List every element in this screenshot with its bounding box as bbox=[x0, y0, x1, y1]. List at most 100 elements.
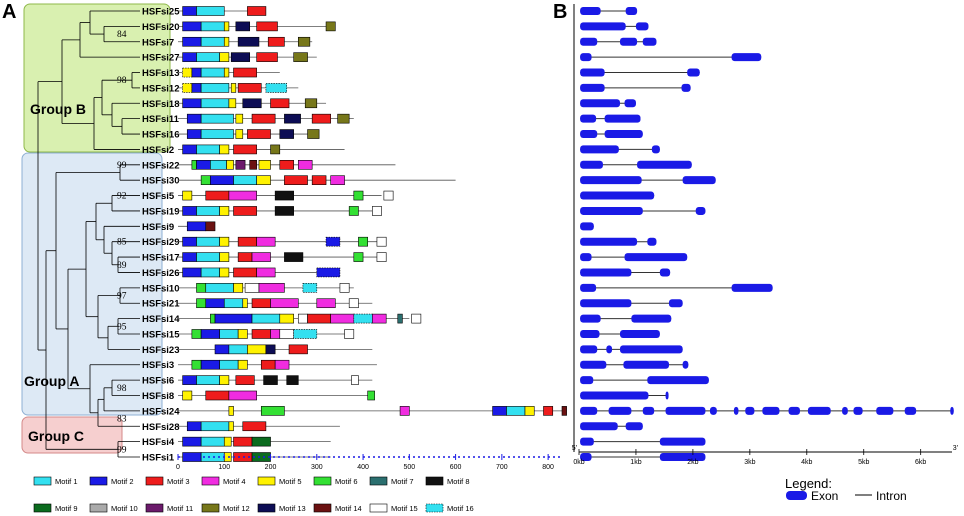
gene-label: HSFsi20 bbox=[142, 22, 180, 33]
motif-box bbox=[182, 206, 197, 216]
exon-box bbox=[580, 22, 626, 31]
exon-box bbox=[807, 406, 831, 415]
exon-box bbox=[651, 145, 660, 154]
bootstrap-value: 92 bbox=[117, 192, 127, 202]
motif-box bbox=[325, 236, 341, 247]
motif-box bbox=[274, 190, 294, 201]
motif-legend-swatch bbox=[313, 503, 332, 513]
motif-box bbox=[367, 390, 375, 401]
motif-box bbox=[182, 6, 197, 16]
exon-box bbox=[624, 253, 688, 262]
gene-label: HSFsi8 bbox=[142, 391, 174, 402]
gene-structures bbox=[573, 4, 954, 462]
exon-box bbox=[580, 191, 655, 200]
exon-box bbox=[580, 37, 598, 46]
motif-box bbox=[233, 67, 257, 78]
exon-box bbox=[876, 406, 894, 415]
exon-box bbox=[625, 422, 643, 431]
motif-box bbox=[353, 252, 364, 262]
motif-legend-label: Motif 7 bbox=[391, 477, 414, 486]
gene-label: HSFsi27 bbox=[142, 53, 180, 64]
motif-box bbox=[219, 236, 230, 247]
motif-box bbox=[383, 190, 394, 201]
gene-label: HSFsi25 bbox=[142, 7, 180, 18]
motif-box bbox=[348, 298, 359, 309]
motif-box bbox=[200, 36, 225, 47]
gene-label: HSFsi14 bbox=[142, 314, 180, 325]
group-label: Group B bbox=[30, 101, 86, 117]
exon-box bbox=[580, 453, 592, 462]
motif-box bbox=[251, 252, 271, 262]
motif-box bbox=[265, 344, 276, 355]
exon-box bbox=[695, 206, 706, 215]
exon-box bbox=[580, 145, 619, 154]
exon-box bbox=[580, 345, 598, 354]
motif-box bbox=[237, 36, 260, 47]
motif-box bbox=[200, 329, 220, 339]
motif-box bbox=[297, 313, 308, 324]
motif-box bbox=[270, 98, 290, 109]
motif-box bbox=[200, 83, 230, 93]
legend-title: Legend: bbox=[785, 476, 832, 491]
motif-box bbox=[235, 375, 255, 385]
motif-box bbox=[182, 21, 202, 32]
motif-box bbox=[274, 359, 290, 370]
exon-box bbox=[788, 406, 800, 415]
gene-label: HSFsi15 bbox=[142, 329, 180, 340]
gene-label: HSFsi17 bbox=[142, 253, 180, 264]
motif-axis-label: 700 bbox=[496, 464, 508, 471]
motif-legend-swatch bbox=[145, 476, 164, 486]
motif-box bbox=[214, 344, 230, 355]
motif-box bbox=[304, 98, 318, 109]
motif-legend-label: Motif 3 bbox=[167, 477, 190, 486]
exon-box bbox=[580, 422, 618, 431]
motif-box bbox=[237, 252, 253, 262]
motif-axis: 0 100 200 300 400 500 600 700 800 bbox=[176, 454, 562, 471]
exon-box bbox=[580, 68, 605, 77]
motif-box bbox=[226, 160, 234, 170]
gene-label: HSFsi13 bbox=[142, 68, 180, 79]
gene-label: HSFsi2 bbox=[142, 145, 174, 156]
motif-legend-label: Motif 9 bbox=[55, 504, 78, 513]
bootstrap-value: 95 bbox=[117, 322, 127, 332]
intron-legend-label: Intron bbox=[876, 489, 907, 503]
motif-legend-label: Motif 6 bbox=[335, 477, 358, 486]
motif-box bbox=[411, 313, 422, 324]
motif-box bbox=[230, 83, 237, 93]
motif-legend-swatch bbox=[257, 503, 276, 513]
motif-box bbox=[376, 236, 387, 247]
exon-box bbox=[623, 360, 669, 369]
exon-box bbox=[580, 268, 632, 277]
gene-labels: HSFsi25 HSFsi20 HSFsi7 HSFsi27 HSFsi13 HSFsi1… bbox=[142, 7, 180, 464]
exon-box bbox=[580, 299, 632, 308]
motif-box bbox=[376, 252, 387, 262]
motif-box bbox=[260, 359, 276, 370]
motif-legend-swatch bbox=[257, 476, 276, 486]
gene-label: HSFsi29 bbox=[142, 237, 180, 248]
motif-box bbox=[353, 190, 364, 201]
motif-legend-label: Motif 16 bbox=[447, 504, 474, 513]
motif-box bbox=[200, 129, 234, 139]
motif-box bbox=[196, 252, 220, 262]
motif-box bbox=[286, 375, 299, 385]
gene-label: HSFsi4 bbox=[142, 437, 175, 448]
motif-box bbox=[223, 298, 244, 309]
bootstrap-value: 98 bbox=[117, 76, 127, 86]
motif-box bbox=[191, 67, 202, 78]
motif-box bbox=[200, 436, 225, 447]
exon-box bbox=[659, 453, 706, 462]
motif-box bbox=[337, 113, 350, 124]
motif-box bbox=[228, 190, 257, 201]
motif-box bbox=[223, 452, 232, 462]
exon-box bbox=[580, 283, 597, 292]
exon-box bbox=[647, 376, 709, 385]
motif-legend-swatch bbox=[425, 476, 444, 486]
motif-box bbox=[260, 406, 285, 416]
motif-box bbox=[186, 421, 202, 432]
exon-box bbox=[620, 329, 660, 338]
motif-legend-label: Motif 2 bbox=[111, 477, 134, 486]
group-box bbox=[21, 416, 123, 454]
gene-label: HSFsi23 bbox=[142, 345, 180, 356]
exon-box bbox=[580, 160, 603, 169]
